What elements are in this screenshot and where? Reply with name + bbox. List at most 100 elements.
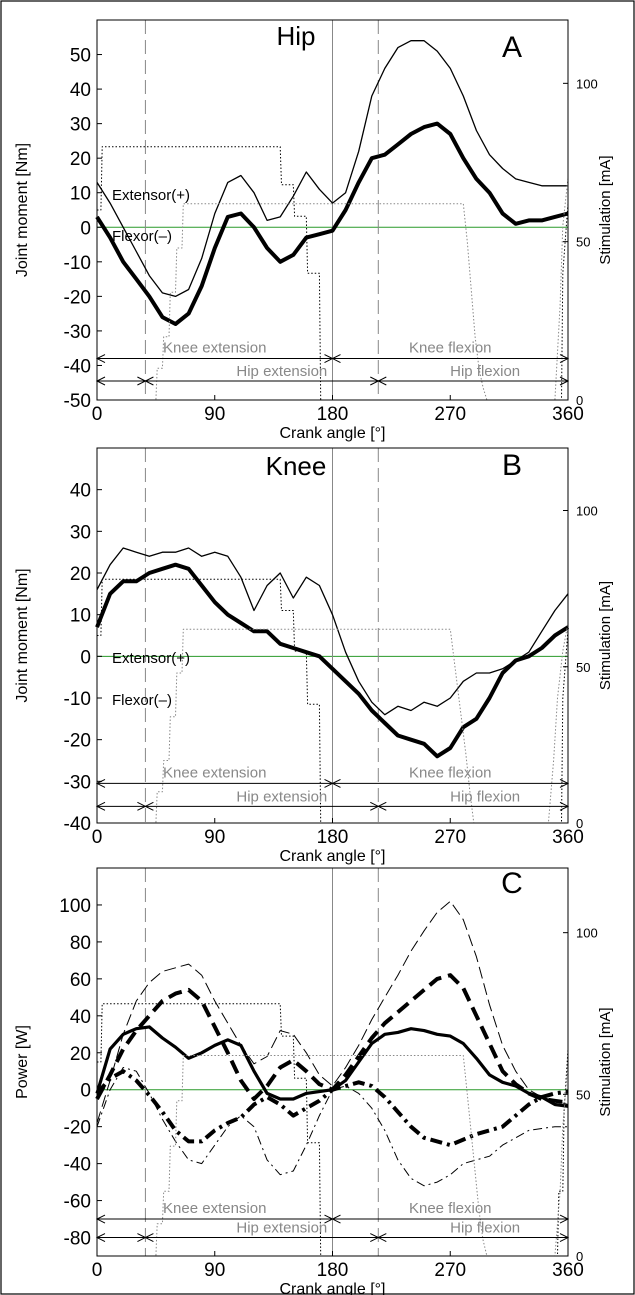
x-tick-label: 90 bbox=[204, 404, 225, 425]
y-tick-label: -20 bbox=[64, 287, 91, 308]
y-tick-label: -40 bbox=[64, 814, 91, 835]
y-tick-label: 20 bbox=[70, 149, 91, 170]
y2-tick-label: 0 bbox=[576, 393, 583, 408]
y-tick-label: 0 bbox=[80, 647, 91, 668]
y-tick-label: -30 bbox=[64, 322, 91, 343]
series-stim-black bbox=[97, 146, 569, 401]
x-tick-label: 270 bbox=[434, 827, 466, 848]
hip-phase-arrowhead bbox=[370, 801, 387, 811]
flexor-label: Flexor(–) bbox=[112, 692, 172, 709]
y-tick-label: -40 bbox=[64, 356, 91, 377]
y-tick-label: -40 bbox=[64, 1155, 91, 1176]
hip-flexion-label: Hip flexion bbox=[450, 363, 520, 380]
x-tick-label: 90 bbox=[204, 827, 225, 848]
knee-phase-arrowhead bbox=[324, 354, 341, 363]
knee-flexion-label: Knee flexion bbox=[409, 1200, 492, 1217]
x-tick-label: 0 bbox=[92, 1260, 103, 1281]
y2-tick-label: 100 bbox=[576, 76, 598, 91]
y-tick-label: 10 bbox=[70, 184, 91, 205]
knee-flexion-label: Knee flexion bbox=[409, 340, 492, 357]
panel-b: Knee extension Knee flexion Hip extension H… bbox=[14, 447, 614, 865]
x-tick-label: 360 bbox=[552, 827, 584, 848]
panel-title: Hip bbox=[276, 21, 315, 51]
y-tick-label: 40 bbox=[70, 481, 91, 502]
y2-tick-label: 50 bbox=[576, 235, 590, 250]
x-tick-label: 270 bbox=[434, 1260, 466, 1281]
x-tick-label: 90 bbox=[204, 1260, 225, 1281]
y-tick-label: -10 bbox=[64, 253, 91, 274]
series-thin bbox=[96, 547, 569, 716]
y-tick-label: 0 bbox=[80, 1081, 91, 1102]
y2-tick-label: 0 bbox=[576, 1249, 583, 1264]
panel-letter: A bbox=[502, 31, 522, 64]
series-thick-dashdot bbox=[95, 1069, 569, 1148]
panel-a: Knee extension Knee flexion Hip extension H… bbox=[14, 19, 614, 442]
y-tick-label: 40 bbox=[70, 80, 91, 101]
y-tick-label: 60 bbox=[70, 970, 91, 991]
y-tick-label: -20 bbox=[64, 1118, 91, 1139]
y2-axis-label: Stimulation [mA] bbox=[597, 155, 614, 264]
y-tick-label: -50 bbox=[64, 391, 91, 412]
knee-phase-arrowhead bbox=[324, 778, 341, 788]
hip-extension-label: Hip extension bbox=[236, 1220, 327, 1237]
hip-phase-arrowhead bbox=[137, 376, 154, 386]
y-tick-label: 40 bbox=[70, 1007, 91, 1028]
x-tick-label: 180 bbox=[317, 404, 349, 425]
y-tick-label: -30 bbox=[64, 772, 91, 793]
panel-letter: C bbox=[501, 867, 523, 900]
series-stim-gray bbox=[97, 178, 569, 401]
series-thick bbox=[95, 562, 570, 759]
hip-phase-arrowhead bbox=[137, 801, 154, 811]
y-tick-label: 20 bbox=[70, 1044, 91, 1065]
x-tick-label: 180 bbox=[317, 827, 349, 848]
y-tick-label: 50 bbox=[70, 46, 91, 67]
x-axis-label: Crank angle [°] bbox=[279, 848, 385, 865]
y2-tick-label: 0 bbox=[576, 816, 583, 831]
x-tick-label: 270 bbox=[434, 404, 466, 425]
y-tick-label: 80 bbox=[70, 933, 91, 954]
knee-extension-label: Knee extension bbox=[163, 1200, 266, 1217]
y2-axis-label: Stimulation [mA] bbox=[597, 1007, 614, 1116]
y-axis-label: Joint moment [Nm] bbox=[14, 143, 31, 277]
hip-phase-arrowhead bbox=[370, 1233, 387, 1242]
y-axis-label: Joint moment [Nm] bbox=[14, 568, 31, 702]
series-thin bbox=[96, 40, 568, 298]
panel-title: Knee bbox=[266, 451, 327, 481]
y-tick-label: -80 bbox=[64, 1229, 91, 1250]
knee-extension-label: Knee extension bbox=[163, 764, 266, 781]
x-tick-label: 360 bbox=[552, 1260, 584, 1281]
y2-axis-label: Stimulation [mA] bbox=[597, 581, 614, 690]
y2-tick-label: 50 bbox=[576, 1087, 590, 1102]
panel-letter: B bbox=[502, 449, 522, 482]
extensor-label: Extensor(+) bbox=[112, 650, 190, 667]
y-tick-label: 0 bbox=[80, 218, 91, 239]
knee-extension-label: Knee extension bbox=[163, 340, 266, 357]
hip-phase-arrowhead bbox=[137, 1233, 154, 1242]
y-tick-label: 30 bbox=[70, 115, 91, 136]
y-tick-label: -20 bbox=[64, 731, 91, 752]
y-tick-label: 100 bbox=[59, 896, 91, 917]
x-axis-label: Crank angle [°] bbox=[279, 425, 385, 442]
y-tick-label: 10 bbox=[70, 606, 91, 627]
series-thin-dash bbox=[96, 900, 569, 1124]
extensor-label: Extensor(+) bbox=[112, 187, 190, 204]
flexor-label: Flexor(–) bbox=[112, 228, 172, 245]
y2-tick-label: 100 bbox=[576, 504, 598, 519]
x-tick-label: 180 bbox=[317, 1260, 349, 1281]
hip-flexion-label: Hip flexion bbox=[450, 788, 520, 805]
y2-tick-label: 50 bbox=[576, 660, 590, 675]
y-tick-label: 20 bbox=[70, 564, 91, 585]
x-tick-label: 0 bbox=[92, 404, 103, 425]
y-tick-label: 30 bbox=[70, 522, 91, 543]
panel-c: Knee extension Knee flexion Hip extension H… bbox=[14, 867, 614, 1295]
hip-phase-arrowhead bbox=[370, 376, 387, 386]
y-tick-label: -60 bbox=[64, 1192, 91, 1213]
hip-flexion-label: Hip flexion bbox=[450, 1220, 520, 1237]
y-axis-label: Power [W] bbox=[14, 1025, 31, 1099]
knee-phase-arrowhead bbox=[324, 1214, 341, 1224]
knee-flexion-label: Knee flexion bbox=[409, 764, 492, 781]
series-stim-black bbox=[97, 1003, 569, 1257]
series-thick bbox=[95, 121, 569, 326]
x-tick-label: 360 bbox=[552, 404, 584, 425]
hip-extension-label: Hip extension bbox=[236, 788, 327, 805]
